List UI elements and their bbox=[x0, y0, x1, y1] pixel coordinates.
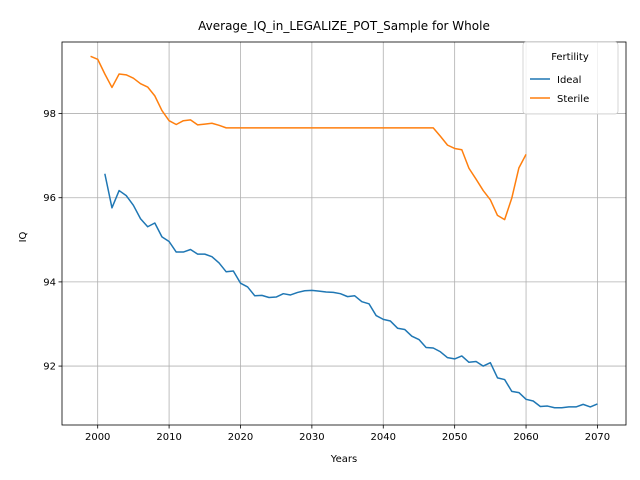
x-tick-label: 2000 bbox=[85, 432, 110, 443]
x-axis-label: Years bbox=[330, 454, 357, 465]
legend-label-ideal: Ideal bbox=[557, 75, 581, 86]
legend-items: Ideal Sterile bbox=[530, 75, 589, 105]
x-axis: 2000 2010 2020 2030 2040 2050 2060 2070 bbox=[85, 425, 610, 443]
chart-title: Average_IQ_in_LEGALIZE_POT_Sample for Wh… bbox=[198, 19, 490, 33]
x-tick-label: 2060 bbox=[513, 432, 538, 443]
y-tick-label: 92 bbox=[43, 362, 56, 373]
legend: Fertility Ideal Sterile bbox=[522, 41, 619, 115]
plot-frame bbox=[61, 41, 627, 426]
y-tick-label: 98 bbox=[43, 109, 56, 120]
series-line-ideal bbox=[104, 173, 598, 409]
series-line-sterile bbox=[90, 55, 527, 221]
x-tick-label: 2050 bbox=[442, 432, 467, 443]
y-tick-label: 94 bbox=[43, 277, 56, 288]
x-tick-label: 2040 bbox=[371, 432, 396, 443]
legend-title: Fertility bbox=[551, 52, 589, 63]
x-tick-label: 2070 bbox=[585, 432, 610, 443]
y-axis-label: IQ bbox=[18, 231, 29, 242]
y-tick-label: 96 bbox=[43, 193, 56, 204]
series-layer bbox=[90, 55, 598, 409]
grid-lines bbox=[62, 42, 626, 425]
x-tick-label: 2020 bbox=[228, 432, 253, 443]
legend-label-sterile: Sterile bbox=[557, 94, 589, 105]
x-tick-label: 2030 bbox=[299, 432, 324, 443]
legend-box bbox=[522, 41, 619, 115]
x-tick-label: 2010 bbox=[156, 432, 181, 443]
y-axis: 92 94 96 98 bbox=[43, 109, 62, 373]
